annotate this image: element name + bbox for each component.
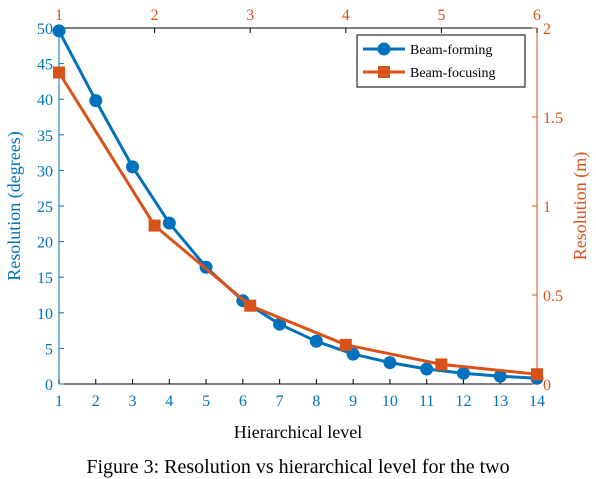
chart-axes (58, 27, 538, 385)
x-bottom-tick-label: 3 (129, 393, 137, 410)
x-top-tick-label: 4 (342, 7, 350, 24)
y-left-tick-label: 45 (37, 57, 53, 74)
y-right-tick-label: 1 (543, 199, 551, 216)
figure-caption: Figure 3: Resolution vs hierarchical lev… (86, 456, 510, 478)
data-point-beam-focusing (53, 66, 65, 79)
series-line-beam-focusing (57, 71, 538, 376)
x-bottom-tick-label: 10 (382, 393, 398, 410)
x-bottom-tick-label: 4 (165, 393, 173, 410)
y-right-tick-label: 0 (543, 377, 551, 394)
x-bottom-tick-label: 11 (419, 393, 434, 410)
legend-marker-beam-focusing (378, 66, 390, 78)
data-point-beam-focusing (339, 338, 352, 351)
data-point-beam-focusing (244, 299, 257, 312)
x-bottom-tick-label: 13 (492, 393, 508, 410)
data-point-beam-forming (52, 24, 66, 38)
chart-legend: Beam-forming Beam-focusing (356, 34, 526, 88)
y-left-tick-label: 40 (37, 92, 53, 109)
x-bottom-tick-label: 8 (312, 393, 320, 410)
data-point-beam-forming (89, 94, 103, 108)
y-left-tick-label: 35 (37, 128, 53, 145)
data-point-beam-focusing (435, 358, 448, 371)
x-top-tick-label: 2 (151, 7, 159, 24)
x-bottom-tick-label: 7 (276, 393, 284, 410)
y-right-tick-label: 0.5 (543, 288, 563, 305)
y-left-tick-label: 5 (45, 341, 53, 358)
data-point-beam-focusing (148, 219, 161, 232)
y-left-tick-label: 20 (37, 235, 53, 252)
chart-series-layer (52, 24, 544, 385)
x-bottom-tick-label: 9 (349, 393, 357, 410)
data-point-beam-forming (383, 356, 397, 370)
data-point-beam-forming (456, 366, 470, 380)
x-top-tick-label: 6 (533, 7, 541, 24)
y-axis-title-right: Resolution (m) (570, 152, 591, 261)
y-left-tick-label: 0 (45, 377, 53, 394)
y-left-tick-label: 10 (37, 306, 53, 323)
data-point-beam-forming (309, 334, 323, 348)
x-bottom-tick-label: 14 (529, 393, 545, 410)
dual-axis-line-chart: 1 2 3 4 5 6 7 8 9 10 11 12 13 141 2 3 4 5 6051015202530354… (4, 7, 591, 442)
data-point-beam-forming (273, 317, 287, 331)
x-top-tick-label: 3 (246, 7, 254, 24)
y-left-tick-label: 30 (37, 163, 53, 180)
x-top-tick-label: 5 (437, 7, 445, 24)
data-point-beam-forming (346, 347, 360, 361)
y-left-tick-label: 25 (37, 199, 53, 216)
data-point-beam-forming (493, 369, 507, 383)
y-left-tick-label: 50 (37, 21, 53, 38)
chart-tick-labels: 1 2 3 4 5 6 7 8 9 10 11 12 13 141 2 3 4 5 6051015202530354… (37, 7, 563, 410)
data-point-beam-focusing (531, 368, 543, 381)
x-bottom-tick-label: 2 (92, 393, 100, 410)
legend-marker-beam-forming (377, 42, 391, 56)
data-point-beam-forming (420, 362, 434, 376)
legend-label-beam-focusing: Beam-focusing (410, 66, 496, 81)
x-bottom-tick-label: 5 (202, 393, 210, 410)
y-right-tick-label: 1.5 (543, 110, 563, 127)
x-top-tick-label: 1 (55, 7, 63, 24)
x-bottom-tick-label: 12 (455, 393, 471, 410)
y-right-tick-label: 2 (543, 21, 551, 38)
legend-label-beam-forming: Beam-forming (410, 43, 492, 58)
data-point-beam-forming (126, 160, 140, 174)
x-axis-title: Hierarchical level (234, 422, 362, 442)
y-left-tick-label: 15 (37, 270, 53, 287)
data-point-beam-forming (162, 216, 176, 230)
y-axis-title-left: Resolution (degrees) (4, 131, 25, 280)
x-bottom-tick-label: 1 (55, 393, 63, 410)
x-bottom-tick-label: 6 (239, 393, 247, 410)
